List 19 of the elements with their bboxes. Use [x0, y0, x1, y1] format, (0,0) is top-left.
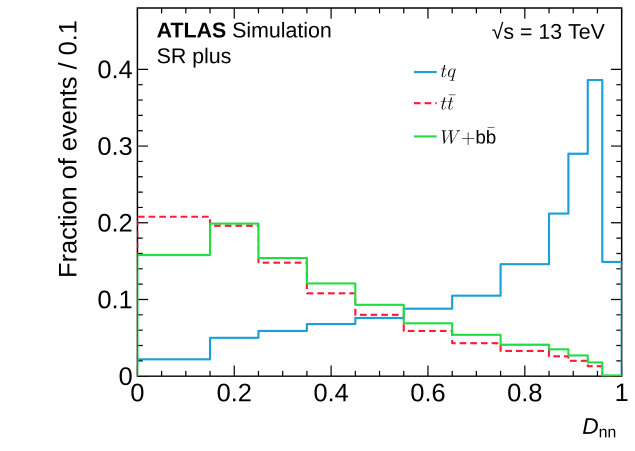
- x-tick-label: 0.4: [314, 384, 348, 402]
- x-tick-label: 1: [616, 384, 628, 402]
- y-axis-title: Fraction of events / 0.1: [58, 21, 77, 276]
- y-tick-label: 0.4: [98, 60, 132, 78]
- text: SR plus: [158, 48, 231, 68]
- x-tick-label: 0.8: [508, 384, 542, 402]
- legend-label: $W{+}\mathrm{b}\bar{\mathrm{b}}$: [441, 127, 496, 146]
- annotation: √s = 13 TeV: [492, 22, 605, 40]
- legend-label: $t\bar{t}$: [440, 94, 456, 110]
- legend-label: $tq$: [440, 65, 456, 81]
- x-tick-label: 0: [131, 384, 144, 402]
- y-tick-label: 0.3: [98, 137, 132, 156]
- x-axis-title: D$_{nn}$: [582, 418, 616, 438]
- y-tick-label: 0: [120, 367, 132, 386]
- text: ATLAS Simulation: [157, 22, 330, 38]
- y-tick-label: 0.1: [98, 290, 132, 309]
- x-tick-label: 0.2: [218, 384, 251, 402]
- x-tick-label: 0.6: [411, 384, 444, 402]
- y-tick-label: 0.2: [98, 214, 132, 232]
